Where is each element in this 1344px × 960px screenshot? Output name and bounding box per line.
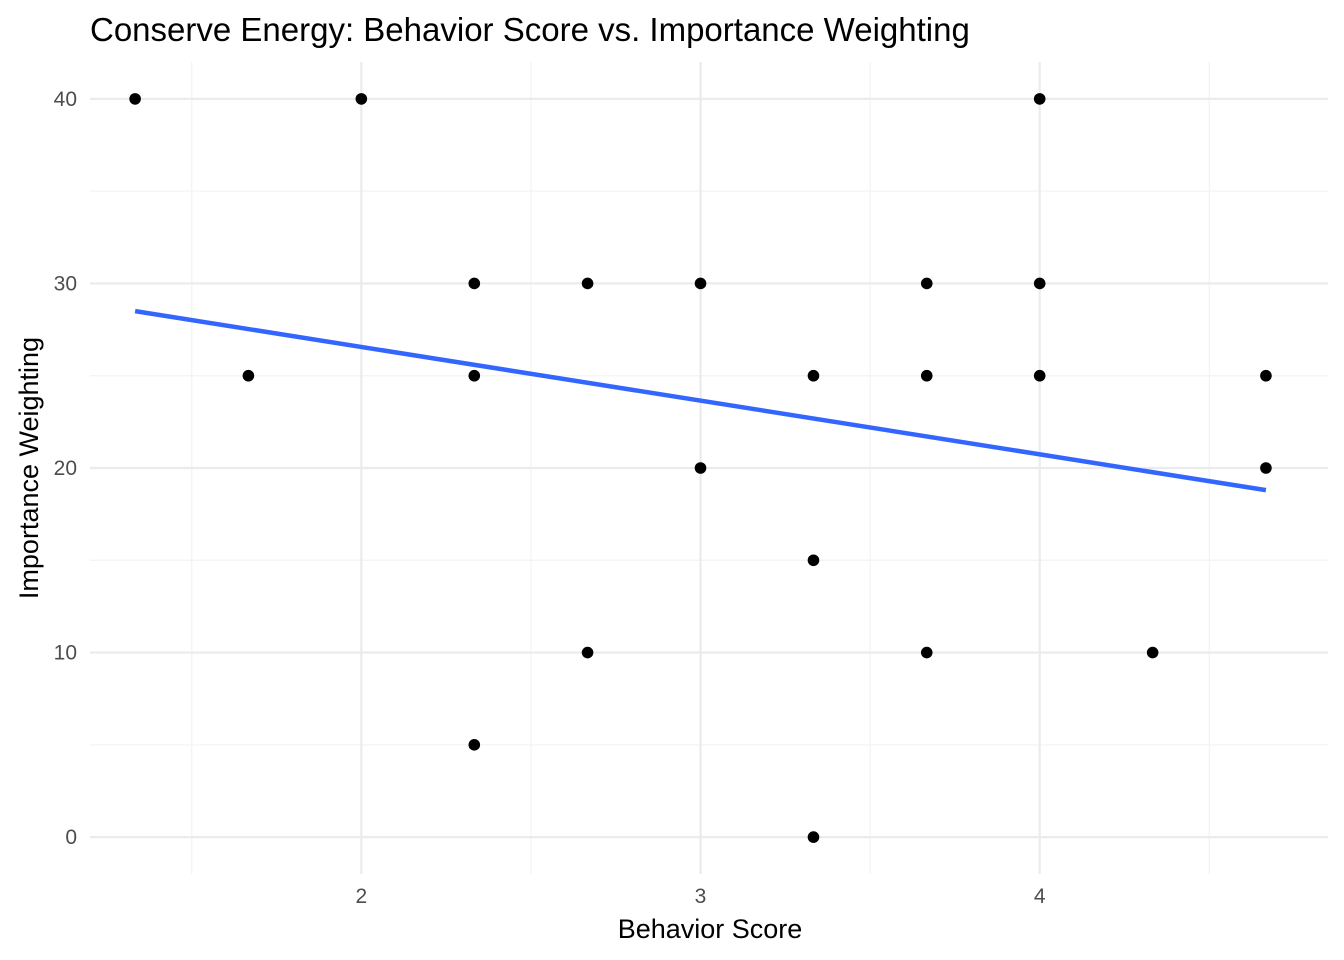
trend-line: [134, 308, 1267, 493]
x-tick-label-1: 3: [695, 885, 707, 908]
points-layer: [129, 93, 1272, 843]
data-point-6: [581, 277, 594, 290]
data-point-9: [694, 462, 707, 474]
y-tick-label-2: 20: [54, 457, 77, 480]
data-point-0: [129, 93, 141, 105]
data-point-12: [807, 831, 820, 843]
data-point-15: [920, 646, 933, 659]
data-point-5: [468, 739, 481, 751]
data-point-20: [1260, 369, 1272, 382]
data-point-7: [581, 646, 594, 659]
data-point-11: [807, 554, 820, 567]
y-tick-label-3: 30: [54, 272, 77, 295]
data-point-2: [355, 93, 368, 105]
data-point-18: [1033, 369, 1046, 382]
y-axis-title: Importance Weighting: [14, 337, 44, 599]
trend-layer: [134, 308, 1267, 493]
data-point-1: [242, 369, 255, 382]
y-tick-label-4: 40: [54, 88, 77, 111]
data-point-21: [1260, 462, 1272, 474]
y-tick-label-0: 0: [65, 826, 77, 849]
x-tick-label-2: 4: [1034, 885, 1046, 908]
data-point-4: [468, 369, 481, 382]
chart-title: Conserve Energy: Behavior Score vs. Impo…: [90, 11, 970, 48]
data-point-8: [694, 277, 707, 290]
data-point-17: [1033, 277, 1046, 290]
x-tick-label-0: 2: [355, 885, 367, 908]
y-tick-label-1: 10: [54, 642, 77, 665]
data-point-10: [807, 369, 820, 382]
data-point-16: [1033, 93, 1046, 105]
data-point-19: [1146, 646, 1159, 659]
data-point-13: [920, 277, 933, 290]
x-axis-title: Behavior Score: [618, 914, 803, 944]
grid-layer: [90, 62, 1328, 874]
data-point-14: [920, 369, 933, 382]
data-point-3: [468, 277, 481, 290]
